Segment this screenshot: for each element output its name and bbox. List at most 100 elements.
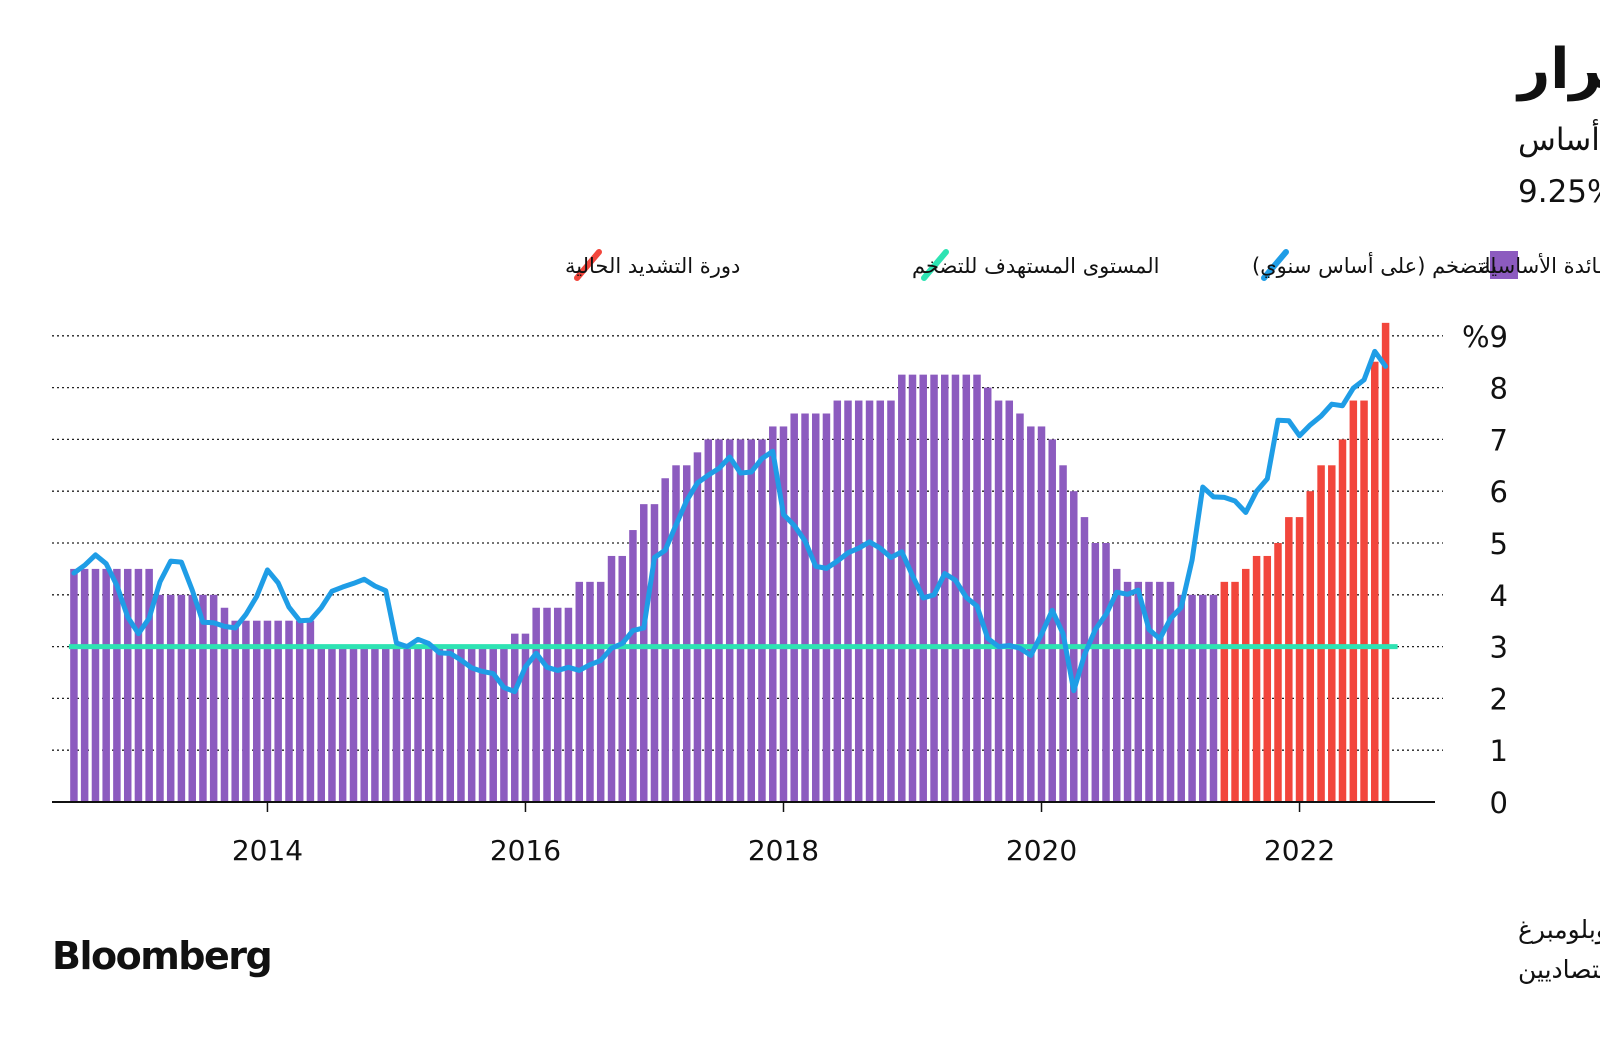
bar — [467, 646, 476, 802]
bar — [1285, 517, 1293, 802]
bar — [231, 620, 239, 802]
y-tick-label: %9 — [1462, 320, 1508, 354]
bar — [306, 620, 315, 802]
x-tick-label: 2018 — [748, 834, 819, 867]
bar — [876, 400, 884, 802]
legend-swatch — [1490, 251, 1518, 279]
legend-swatch — [574, 249, 602, 281]
bar — [403, 646, 411, 802]
bar — [371, 646, 379, 802]
bar — [844, 400, 852, 802]
bar — [489, 646, 497, 802]
legend-label: التضخم (على أساس سنوي) — [1252, 252, 1496, 279]
y-tick-label: 4 — [1490, 579, 1508, 613]
bar — [1328, 465, 1336, 802]
bar — [779, 426, 788, 802]
bar — [1145, 581, 1153, 802]
bar — [145, 568, 153, 802]
bar — [91, 568, 100, 802]
bar — [188, 594, 196, 802]
bar — [500, 646, 508, 802]
bar — [134, 568, 143, 802]
bar — [113, 568, 121, 802]
bar — [1091, 543, 1100, 802]
bar — [435, 646, 444, 802]
bar — [661, 478, 669, 802]
bar — [887, 400, 895, 802]
bar — [1123, 581, 1132, 802]
bar — [640, 504, 648, 802]
bar — [156, 594, 164, 802]
bar — [575, 581, 584, 802]
bar — [983, 387, 992, 802]
legend-label: المستوى المستهدف للتضخم — [912, 254, 1159, 279]
y-tick-label: 0 — [1490, 786, 1508, 820]
chart-title: اضطرار — [1515, 37, 1600, 102]
x-tick-label: 2022 — [1264, 834, 1335, 867]
bar — [865, 400, 874, 802]
bar — [1134, 581, 1143, 802]
bar — [1220, 581, 1229, 802]
bar — [994, 400, 1003, 802]
bar — [1349, 400, 1358, 802]
bar — [1027, 426, 1035, 802]
bar — [607, 555, 616, 802]
note-text: ملاحظة: بيانات سبتمبر 2022 = تقديرات اقت… — [1518, 955, 1600, 984]
bar — [209, 594, 218, 802]
bar — [521, 633, 530, 802]
bar — [790, 413, 798, 802]
chart-subtitle: لثالث اجتماع على التوالي لتسجل رقماً قيا… — [1518, 169, 1600, 210]
bar — [1338, 439, 1347, 802]
bar — [252, 620, 261, 802]
bar — [596, 581, 605, 802]
bar — [1252, 555, 1261, 802]
bar — [919, 374, 927, 802]
bar — [822, 413, 831, 802]
bar — [747, 439, 755, 802]
bar — [1177, 594, 1185, 802]
bar — [553, 607, 562, 802]
bar — [1360, 400, 1368, 802]
bar — [811, 413, 820, 802]
bar — [177, 594, 186, 802]
bar — [715, 439, 723, 802]
bar — [338, 646, 347, 802]
bar — [1317, 465, 1325, 802]
bar — [511, 633, 519, 802]
bar — [478, 646, 487, 802]
bar — [736, 439, 745, 802]
bar — [1263, 555, 1272, 802]
legend-swatch — [921, 249, 949, 281]
bar — [1209, 594, 1218, 802]
bar — [457, 646, 465, 802]
inflation-line — [71, 348, 1389, 695]
bar — [629, 530, 637, 802]
bar — [1231, 581, 1239, 802]
bar — [586, 581, 594, 802]
bar — [1274, 543, 1282, 802]
y-tick-label: 2 — [1490, 682, 1508, 716]
x-tick-label: 2020 — [1006, 834, 1077, 867]
bar — [1048, 439, 1056, 802]
plot-area: 0 1 2 3 4 5 6 7 8 %9 2014 2016 2018 2020 2022 — [52, 320, 1508, 867]
bar — [898, 374, 906, 802]
bar — [973, 374, 981, 802]
bar — [1295, 517, 1304, 802]
y-tick-label: 7 — [1490, 423, 1508, 457]
chart-subtitle: من المتوقع أن يرفع بنك المكسيك أسعار الف… — [1518, 119, 1600, 158]
bar — [758, 439, 766, 802]
y-tick-label: 6 — [1490, 475, 1508, 509]
bar — [414, 646, 422, 802]
bar — [392, 646, 401, 802]
x-tick-label: 2016 — [490, 834, 561, 867]
bar — [1016, 413, 1024, 802]
bar — [532, 607, 540, 802]
y-tick-label: 5 — [1490, 527, 1508, 561]
bar — [424, 646, 433, 802]
y-tick-label: 1 — [1490, 734, 1508, 768]
y-tick-label: 8 — [1490, 372, 1508, 406]
bar — [199, 594, 207, 802]
